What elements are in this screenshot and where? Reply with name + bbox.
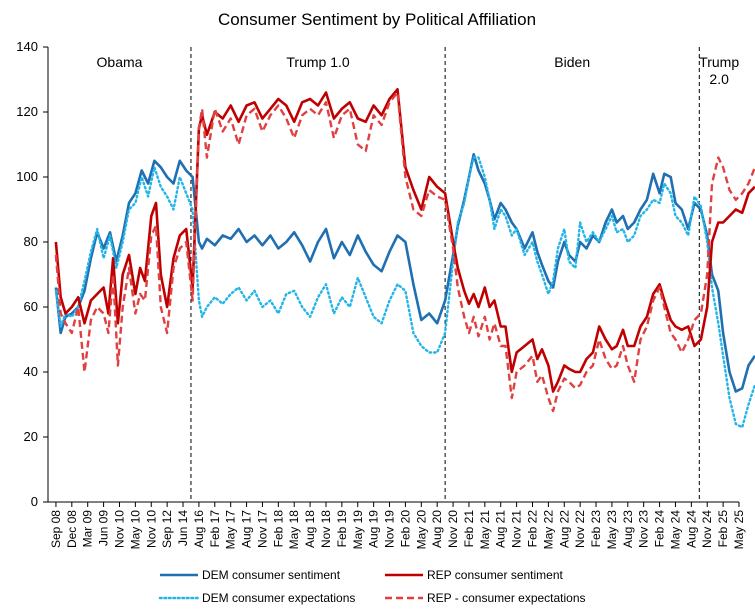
x-tick-label: Nov 21 [510, 510, 524, 548]
x-tick-label: Aug 17 [240, 510, 254, 548]
x-tick-label: Feb 22 [525, 510, 539, 548]
x-tick-label: Feb 25 [716, 510, 730, 548]
legend-label: DEM consumer sentiment [202, 568, 341, 582]
era-label: Trump 1.0 [286, 54, 349, 70]
x-tick-label: Nov 10 [144, 510, 158, 548]
series-line-3 [54, 88, 755, 393]
era-label-line: 2.0 [709, 71, 729, 87]
x-tick-label: May 21 [478, 510, 492, 550]
x-tick-label: Aug 19 [367, 510, 381, 548]
x-tick-label: Nov 17 [255, 510, 269, 548]
era-label: Obama [97, 54, 143, 70]
x-tick-label: Nov 22 [573, 510, 587, 548]
x-tick-label: May 10 [128, 510, 142, 550]
legend-label: REP consumer sentiment [427, 568, 564, 582]
legend-label: REP - consumer expectations [427, 591, 586, 605]
y-tick-label: 120 [16, 104, 38, 119]
x-tick-label: Aug 20 [430, 510, 444, 548]
x-tick-label: May 17 [224, 510, 238, 550]
x-tick-label: Aug 22 [557, 510, 571, 548]
x-tick-label: May 25 [732, 510, 746, 550]
x-tick-label: Aug 24 [684, 510, 698, 548]
era-label-line: Obama [97, 54, 143, 70]
legend: DEM consumer sentiment REP consumer senti… [158, 568, 586, 605]
x-tick-label: Feb 18 [271, 510, 285, 548]
x-tick-label: Nov 23 [637, 510, 651, 548]
y-tick-label: 80 [24, 234, 38, 249]
y-tick-label: 20 [24, 429, 38, 444]
era-label: Trump 2.0 [699, 54, 739, 87]
y-axis: 0 20 40 60 80 100 120 140 [16, 39, 49, 509]
y-tick-label: 40 [24, 364, 38, 379]
x-tick-label: Aug 21 [494, 510, 508, 548]
series-line-2 [54, 156, 755, 429]
x-tick-label: Sep 08 [49, 510, 63, 548]
era-dividers: Obama Trump 1.0 Biden Trump 2.0 [97, 47, 739, 502]
era-label-line: Trump [699, 54, 739, 70]
x-tick-label: Aug 23 [621, 510, 635, 548]
x-tick-label: Feb 19 [335, 510, 349, 548]
era-label-line: Biden [554, 54, 590, 70]
x-tick-label: Jun 14 [176, 510, 190, 546]
x-tick-label: Aug 16 [192, 510, 206, 548]
legend-label: DEM consumer expectations [202, 591, 355, 605]
series-line-4 [54, 91, 755, 413]
era-label-line: Trump 1.0 [286, 54, 349, 70]
x-tick-label: May 23 [605, 510, 619, 550]
x-tick-label: May 22 [541, 510, 555, 550]
x-tick-label: Nov 24 [700, 510, 714, 548]
x-tick-label: May 18 [287, 510, 301, 550]
x-tick-label: Feb 24 [653, 510, 667, 548]
x-tick-label: Jun 09 [97, 510, 111, 546]
x-tick-label: Nov 20 [446, 510, 460, 548]
y-tick-label: 60 [24, 299, 38, 314]
x-tick-label: Feb 23 [589, 510, 603, 548]
x-tick-label: Feb 20 [398, 510, 412, 548]
era-label: Biden [554, 54, 590, 70]
x-axis: Sep 08 Dec 08 Mar 09 Jun 09 Nov 10 May 10 Nov … [48, 501, 746, 550]
x-tick-label: Feb 17 [208, 510, 222, 548]
y-tick-label: 100 [16, 169, 38, 184]
x-tick-label: Nov 19 [383, 510, 397, 548]
x-tick-label: Feb 21 [462, 510, 476, 548]
x-tick-label: May 19 [351, 510, 365, 550]
x-tick-label: Nov 18 [319, 510, 333, 548]
x-tick-label: Aug 18 [303, 510, 317, 548]
x-tick-label: May 24 [668, 510, 682, 550]
y-tick-label: 140 [16, 39, 38, 54]
series-line-1 [54, 153, 755, 393]
x-tick-label: Nov 10 [112, 510, 126, 548]
chart-title: Consumer Sentiment by Political Affiliat… [218, 10, 536, 29]
x-tick-label: Mar 09 [81, 510, 95, 548]
x-tick-label: Sep 12 [160, 510, 174, 548]
x-tick-label: Dec 08 [65, 510, 79, 548]
x-tick-label: May 20 [414, 510, 428, 550]
y-tick-label: 0 [31, 494, 38, 509]
series-lines [54, 88, 755, 429]
